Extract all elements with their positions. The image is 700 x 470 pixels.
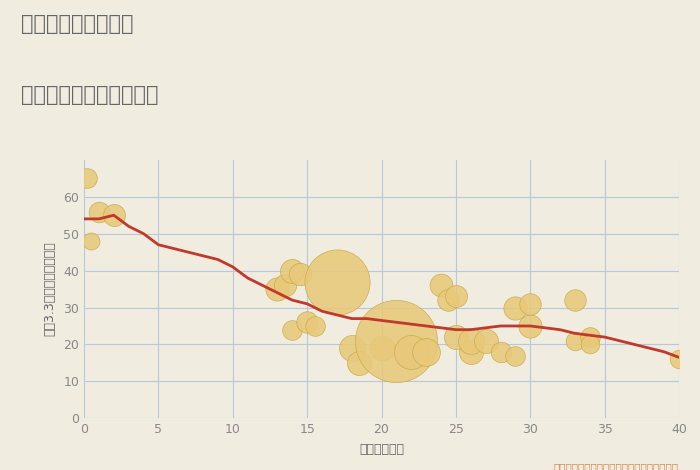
- Point: [510, 352, 521, 359]
- Point: [421, 348, 432, 356]
- Point: [108, 212, 119, 219]
- Text: 築年数別中古戸建て価格: 築年数別中古戸建て価格: [21, 85, 158, 105]
- Y-axis label: 坪（3.3㎡）単価（万円）: 坪（3.3㎡）単価（万円）: [43, 242, 56, 337]
- Point: [406, 348, 417, 356]
- Point: [93, 208, 104, 215]
- Point: [450, 293, 461, 300]
- Point: [287, 267, 298, 274]
- X-axis label: 築年数（年）: 築年数（年）: [359, 443, 404, 456]
- Point: [465, 348, 476, 356]
- Point: [309, 322, 320, 330]
- Text: 円の大きさは、取引のあった物件面積を示す: 円の大きさは、取引のあった物件面積を示す: [554, 462, 679, 470]
- Point: [584, 333, 595, 341]
- Point: [495, 348, 506, 356]
- Point: [450, 333, 461, 341]
- Point: [302, 319, 313, 326]
- Point: [465, 337, 476, 345]
- Point: [279, 282, 290, 289]
- Point: [435, 282, 447, 289]
- Text: 千葉県茂原市山崎の: 千葉県茂原市山崎の: [21, 14, 134, 34]
- Point: [354, 359, 365, 367]
- Point: [525, 300, 536, 307]
- Point: [287, 326, 298, 333]
- Point: [86, 237, 97, 245]
- Point: [569, 337, 580, 345]
- Point: [443, 297, 454, 304]
- Point: [346, 345, 357, 352]
- Point: [584, 341, 595, 348]
- Point: [673, 355, 685, 363]
- Point: [294, 271, 305, 278]
- Point: [272, 285, 283, 293]
- Point: [569, 297, 580, 304]
- Point: [510, 304, 521, 311]
- Point: [480, 337, 491, 345]
- Point: [376, 345, 387, 352]
- Point: [81, 174, 92, 182]
- Point: [525, 322, 536, 330]
- Point: [391, 337, 402, 345]
- Point: [331, 278, 342, 285]
